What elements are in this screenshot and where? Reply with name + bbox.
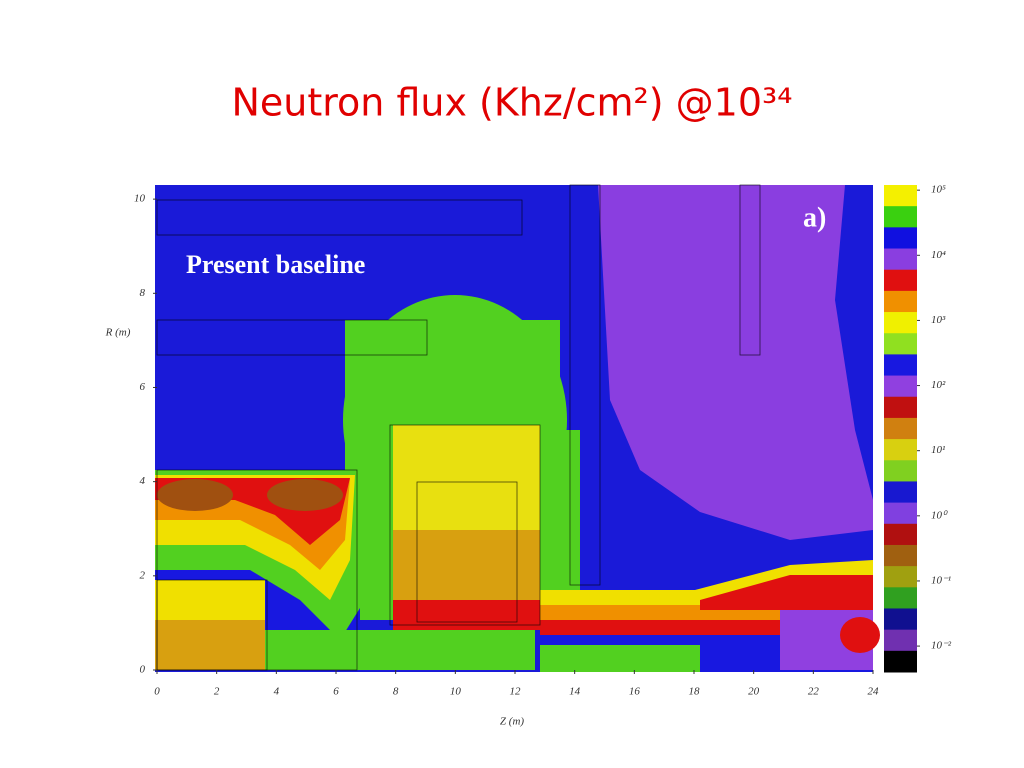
colorbar-segment (884, 502, 917, 525)
colorbar-segment (884, 481, 917, 504)
colorbar-segment (884, 523, 917, 546)
colorbar-segment (884, 439, 917, 461)
colorbar-tick-label: 10⁻² (931, 640, 952, 652)
colorbar-segment (884, 185, 917, 207)
colorbar-segment (884, 312, 917, 334)
x-tick-label: 24 (868, 686, 880, 698)
slide-title: Neutron flux (Khz/cm²) @10³⁴ (231, 81, 792, 125)
x-axis-label: Z (m) (500, 716, 524, 728)
x-tick-label: 16 (629, 686, 641, 698)
annotation: Present baseline (186, 250, 365, 279)
x-tick-label: 8 (393, 686, 399, 698)
colorbar-segment (884, 333, 917, 355)
annotation: a) (803, 202, 826, 233)
colorbar-segment (884, 417, 917, 440)
colorbar-tick-label: 10² (931, 379, 946, 391)
colorbar-segment (884, 227, 917, 250)
colorbar-segment (884, 396, 917, 419)
colorbar-tick-label: 10⁵ (931, 184, 946, 196)
colorbar-segment (884, 375, 917, 398)
x-tick-label: 12 (510, 686, 522, 698)
x-tick-label: 10 (450, 686, 462, 698)
colorbar-segment (884, 608, 917, 631)
y-tick-label: 8 (140, 287, 146, 299)
colorbar-segment (884, 460, 917, 482)
y-tick-label: 0 (140, 664, 146, 676)
x-tick-label: 2 (214, 686, 220, 698)
colorbar-segment (884, 354, 917, 377)
colorbar-segment (884, 587, 917, 609)
colorbar-tick-label: 10³ (931, 314, 946, 326)
colorbar-segment (884, 206, 917, 228)
x-tick-label: 20 (748, 686, 760, 698)
y-axis-label: R (m) (105, 327, 131, 339)
x-tick-label: 22 (808, 686, 820, 698)
y-tick-label: 10 (134, 193, 146, 205)
y-tick-label: 2 (140, 569, 146, 581)
colorbar-segment (884, 248, 917, 271)
colorbar-tick-label: 10⁴ (931, 249, 946, 261)
x-tick-label: 0 (154, 686, 160, 698)
y-tick-label: 6 (140, 381, 146, 393)
x-tick-label: 4 (274, 686, 280, 698)
x-tick-label: 18 (689, 686, 701, 698)
x-tick-label: 14 (569, 686, 581, 698)
colorbar-segment (884, 629, 917, 652)
colorbar-segment (884, 650, 917, 673)
colorbar-segment (884, 269, 917, 292)
colorbar-tick-label: 10¹ (931, 444, 945, 456)
colorbar-tick-label: 10⁰ (931, 509, 948, 521)
colorbar-segment (884, 544, 917, 567)
y-tick-label: 4 (140, 475, 146, 487)
colorbar-segment (884, 566, 917, 588)
colorbar-tick-label: 10⁻¹ (931, 574, 951, 586)
x-tick-label: 6 (333, 686, 339, 698)
contour-image (155, 184, 880, 672)
colorbar-segment (884, 290, 917, 313)
